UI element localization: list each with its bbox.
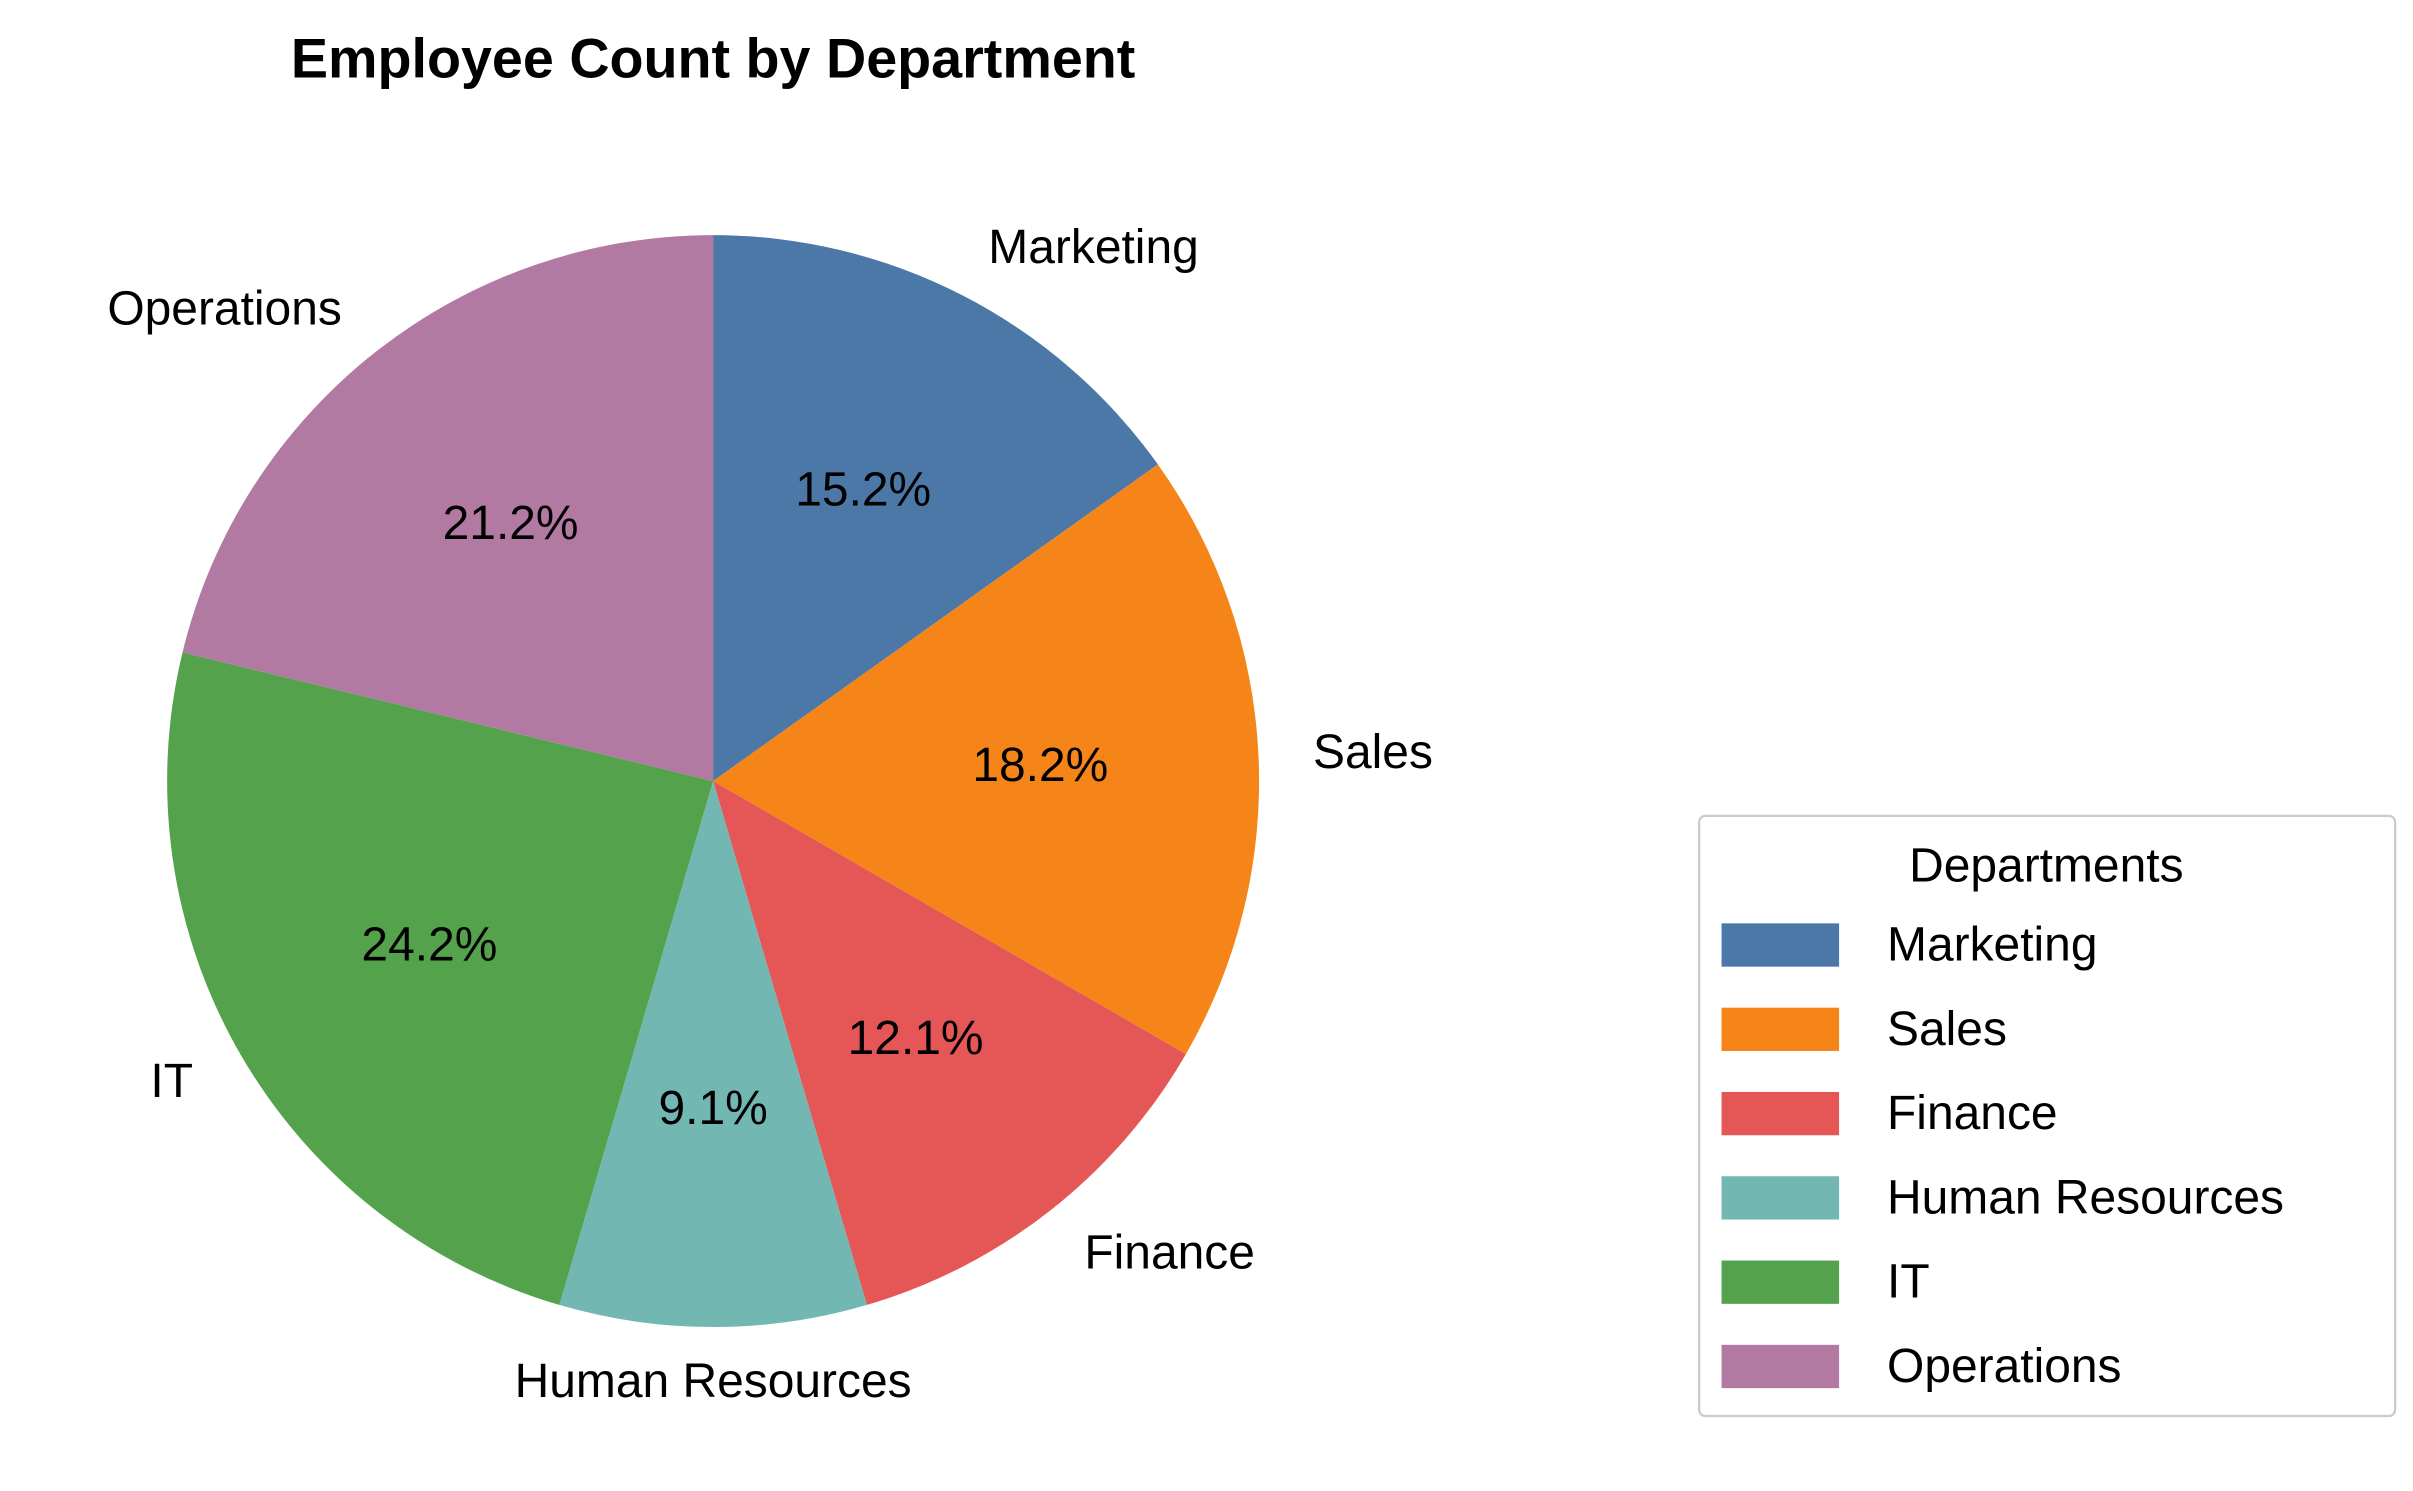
- legend-swatch-human-resources: [1721, 1176, 1840, 1220]
- slice-percent-human-resources: 9.1%: [658, 1082, 767, 1135]
- legend-label-human-resources: Human Resources: [1887, 1171, 2284, 1224]
- legend-label-marketing: Marketing: [1887, 919, 2097, 972]
- slice-percent-it: 24.2%: [361, 918, 497, 971]
- pie-slice-human-resources: [559, 781, 867, 1328]
- slice-label-marketing: Marketing: [988, 221, 1198, 274]
- legend-label-it: IT: [1887, 1256, 1930, 1309]
- slice-label-finance: Finance: [1084, 1227, 1255, 1280]
- chart-title: Employee Count by Department: [291, 27, 1135, 89]
- slice-percent-finance: 12.1%: [848, 1012, 984, 1065]
- legend-frame: [1697, 814, 2397, 1418]
- slice-label-sales: Sales: [1313, 726, 1433, 779]
- pie-slice-sales: [713, 464, 1260, 1055]
- legend-swatch-operations: [1721, 1344, 1840, 1389]
- legend-label-sales: Sales: [1887, 1003, 2007, 1056]
- legend-swatch-marketing: [1721, 923, 1840, 967]
- pie-slice-marketing: [713, 235, 1158, 782]
- slice-label-operations: Operations: [107, 282, 342, 335]
- legend-label-finance: Finance: [1887, 1087, 2058, 1140]
- legend: Departments Marketing Sales Finance Human R…: [1697, 814, 2397, 1418]
- legend-swatch-it: [1721, 1260, 1840, 1304]
- legend-swatch-sales: [1721, 1007, 1840, 1051]
- slice-percent-marketing: 15.2%: [795, 463, 931, 516]
- legend-title: Departments: [1909, 840, 2183, 893]
- slice-percent-sales: 18.2%: [972, 739, 1108, 792]
- legend-label-operations: Operations: [1887, 1340, 2121, 1393]
- pie-slice-operations: [182, 235, 714, 782]
- slice-label-it: IT: [150, 1055, 193, 1108]
- slice-label-human-resources: Human Resources: [515, 1355, 912, 1408]
- slice-percent-operations: 21.2%: [443, 497, 579, 550]
- pie-slice-finance: [713, 781, 1186, 1305]
- legend-swatch-finance: [1721, 1091, 1840, 1136]
- pie-slice-it: [167, 652, 714, 1305]
